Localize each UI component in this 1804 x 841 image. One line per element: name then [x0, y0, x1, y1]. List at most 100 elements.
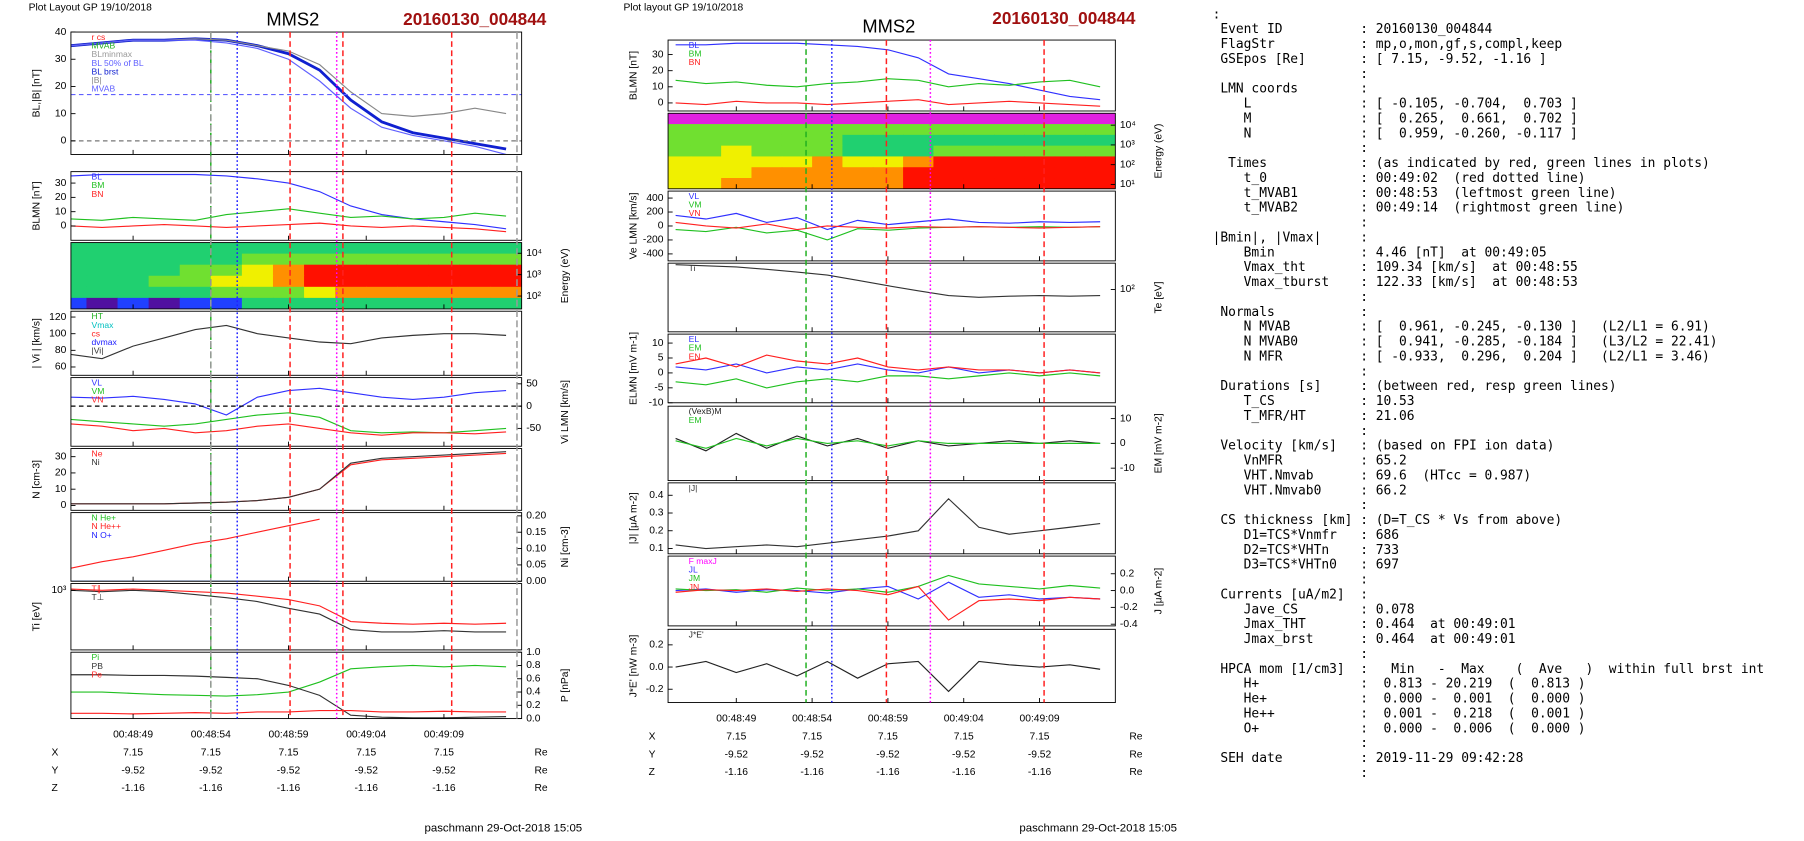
legend-label: BL: [92, 172, 103, 182]
spectrogram-cell: [1054, 167, 1086, 179]
spectrogram-cell: [459, 297, 492, 309]
y-tick-label: 0: [61, 136, 67, 147]
info-line: :: [1213, 736, 1368, 751]
y-axis-label: BL,|B| [nT]: [31, 69, 42, 117]
layout-note: Plot Layout GP 19/10/2018: [29, 3, 153, 14]
ephemeris-value: 7.15: [1030, 732, 1050, 743]
series-line: [70, 37, 507, 151]
series-line: [675, 432, 1101, 452]
panel: [70, 242, 522, 309]
spectrogram-cell: [842, 134, 874, 147]
spectrogram-cell: [490, 242, 522, 255]
info-line: CS thickness [km] : (D=T_CS * Vs from ab…: [1213, 513, 1563, 528]
panel: [675, 264, 1101, 298]
info-line: :: [1213, 141, 1368, 156]
spectrogram-cell: [1085, 156, 1116, 168]
spectrogram-cell: [241, 242, 274, 255]
spectrogram-cell: [994, 178, 1025, 189]
ephemeris-unit: Re: [1129, 749, 1142, 760]
event-id: 20160130_004844: [992, 8, 1136, 28]
info-line: :: [1213, 290, 1368, 305]
spectrogram-cell: [366, 253, 398, 266]
info-line: He++ : 0.001 - 0.218 ( 0.001 ): [1213, 706, 1586, 721]
ephemeris-value: -9.52: [432, 765, 456, 776]
spectrogram-cell: [397, 253, 429, 266]
info-line: :: [1213, 424, 1368, 439]
ephemeris-unit: Re: [535, 783, 548, 794]
spectrogram-cell: [872, 113, 904, 125]
spectrogram-cell: [70, 253, 88, 266]
spectrogram-cell: [210, 264, 243, 277]
panel: [70, 173, 507, 233]
y-tick-label: 10³: [1120, 140, 1135, 151]
spectrogram-cell: [366, 286, 398, 299]
info-line: :: [1213, 216, 1368, 231]
spectrogram-cell: [490, 275, 522, 288]
y-tick-label: 30: [55, 54, 67, 65]
panel-frame: [70, 242, 523, 310]
legend-label: BM: [689, 49, 702, 59]
ephemeris-value: -1.16: [199, 783, 223, 794]
panel: [675, 42, 1101, 107]
x-tick-label: 00:49:09: [1020, 713, 1060, 724]
series-line: [70, 452, 507, 505]
legend-label: VN: [92, 395, 104, 405]
spectrogram-cell: [490, 264, 522, 277]
y-tick-label: -0.4: [1120, 619, 1138, 630]
y-axis-label: Ti [eV]: [31, 602, 42, 631]
y-tick-label: 0.15: [526, 527, 546, 538]
ephemeris-name: X: [51, 748, 58, 759]
spectrogram-cell: [1085, 124, 1116, 136]
ephemeris-unit: Re: [1129, 732, 1142, 743]
spectrogram-cell: [428, 297, 461, 309]
spectrogram-cell: [1085, 145, 1116, 158]
spectrogram-cell: [690, 156, 722, 168]
spectrogram-cell: [751, 113, 783, 125]
series-line: [675, 585, 1101, 621]
info-line: :: [1213, 7, 1221, 22]
panel: [675, 354, 1101, 389]
spectrogram-cell: [903, 178, 934, 189]
spectrogram-cell: [1024, 178, 1056, 189]
spectrogram-cell: [781, 134, 813, 147]
spectrogram-cell: [241, 286, 274, 299]
spectrogram-cell: [668, 113, 692, 125]
spectrogram-cell: [668, 145, 692, 158]
info-line: Jave_CS : 0.078: [1213, 602, 1415, 617]
series-line: [675, 264, 1101, 298]
panel-frame: [667, 628, 1116, 704]
spectrogram-cell: [994, 134, 1025, 147]
spectrogram-cell: [690, 124, 722, 136]
spectrogram-cell: [751, 156, 783, 168]
info-line: Bmin : 4.46 [nT] at 00:49:05: [1213, 245, 1547, 260]
spectrogram-cell: [721, 113, 753, 125]
spectrogram-cell: [842, 156, 874, 168]
spectrogram-cell: [335, 264, 367, 277]
series-line: [70, 324, 507, 360]
spectrogram-cell: [690, 178, 722, 189]
y-tick-label: 20: [55, 192, 67, 203]
spectrogram-cell: [842, 113, 874, 125]
x-tick-label: 00:49:09: [424, 729, 464, 740]
y-tick-label: -10: [1120, 463, 1135, 474]
spectrogram-cell: [1085, 167, 1116, 179]
ephemeris-value: 7.15: [279, 748, 299, 759]
info-line: N MVAB0 : [ 0.941, -0.285, -0.184 ] (L3/…: [1213, 335, 1718, 350]
spectrogram-cell: [428, 253, 461, 266]
spectrogram-cell: [179, 297, 212, 309]
spectrogram-cell: [842, 178, 874, 189]
ephemeris-value: -1.16: [121, 783, 145, 794]
y-axis-label: | Vi | [km/s]: [31, 318, 42, 368]
series-line: [675, 42, 1101, 101]
info-line: :: [1213, 67, 1368, 82]
spectrogram-cell: [963, 124, 995, 136]
y-tick-label: 0.4: [649, 490, 664, 501]
spectrogram-cell: [1085, 178, 1116, 189]
spectrogram-cell: [70, 242, 88, 255]
spectrogram-cell: [490, 253, 522, 266]
legend-label: BLminmax: [92, 49, 133, 59]
y-tick-label: 0.0: [649, 662, 664, 673]
panel: [70, 588, 507, 633]
y-axis-label: Ve LMN [km/s]: [628, 192, 639, 259]
x-tick-label: 00:48:54: [792, 713, 832, 724]
